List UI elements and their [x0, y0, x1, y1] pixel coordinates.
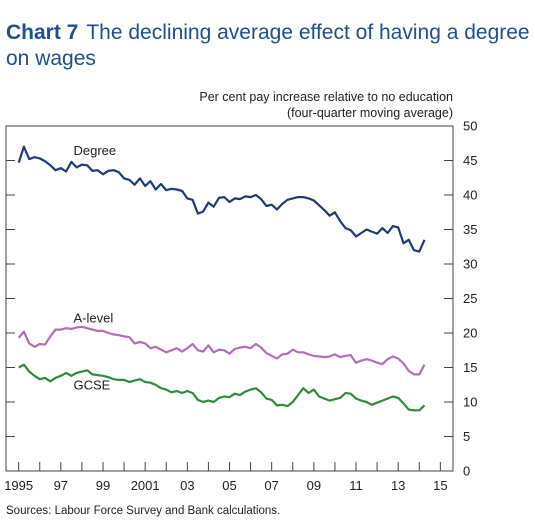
plot-frame — [5, 125, 454, 472]
y-tick-label: 15 — [463, 360, 477, 375]
y-axis-label-line2: (four-quarter moving average) — [286, 106, 453, 120]
x-tick-label: 03 — [180, 478, 194, 493]
chart-number: Chart 7 — [6, 21, 79, 44]
y-tick-label: 40 — [463, 188, 477, 203]
x-tick-label: 07 — [264, 478, 278, 493]
y-tick-label: 45 — [463, 153, 477, 168]
series-labels: Degree A-level GCSE — [73, 143, 116, 393]
series-lines — [17, 145, 426, 412]
x-tick-label: 11 — [349, 478, 363, 493]
y-tick-label: 0 — [463, 464, 470, 479]
series-line-gcse — [18, 363, 426, 412]
series-line-degree — [17, 145, 426, 253]
x-tick-label: 09 — [307, 478, 321, 493]
x-tick-label: 1995 — [4, 478, 33, 493]
y-axis-label-line1: Per cent pay increase relative to no edu… — [199, 90, 453, 104]
x-axis-ticks: 1995 97 99 2001 03 05 07 09 11 13 15 — [4, 462, 448, 493]
x-tick-label: 13 — [391, 478, 405, 493]
y-tick-label: 25 — [463, 291, 477, 306]
x-tick-label: 99 — [96, 478, 110, 493]
source-note: Sources: Labour Force Survey and Bank ca… — [6, 505, 281, 517]
y-tick-label: 30 — [463, 257, 477, 272]
series-line-a-level — [17, 325, 426, 376]
x-tick-label: 2001 — [131, 478, 160, 493]
y-axis-ticks: 0 5 10 15 20 25 30 35 40 45 50 — [6, 119, 477, 479]
y-tick-label: 50 — [463, 119, 477, 134]
y-tick-label: 10 — [463, 395, 477, 410]
y-tick-label: 5 — [463, 429, 470, 444]
series-label-a-level: A-level — [73, 311, 113, 326]
chart-title-text: The declining average effect of having a… — [6, 21, 530, 70]
series-label-gcse: GCSE — [73, 378, 110, 393]
y-tick-label: 35 — [463, 222, 477, 237]
x-tick-label: 05 — [222, 478, 236, 493]
series-label-degree: Degree — [73, 143, 116, 158]
x-tick-label: 97 — [54, 478, 68, 493]
x-tick-label: 15 — [433, 478, 447, 493]
y-tick-label: 20 — [463, 326, 477, 341]
y-axis-label: Per cent pay increase relative to no edu… — [199, 89, 453, 121]
chart-title: Chart 7 The declining average effect of h… — [6, 20, 531, 72]
